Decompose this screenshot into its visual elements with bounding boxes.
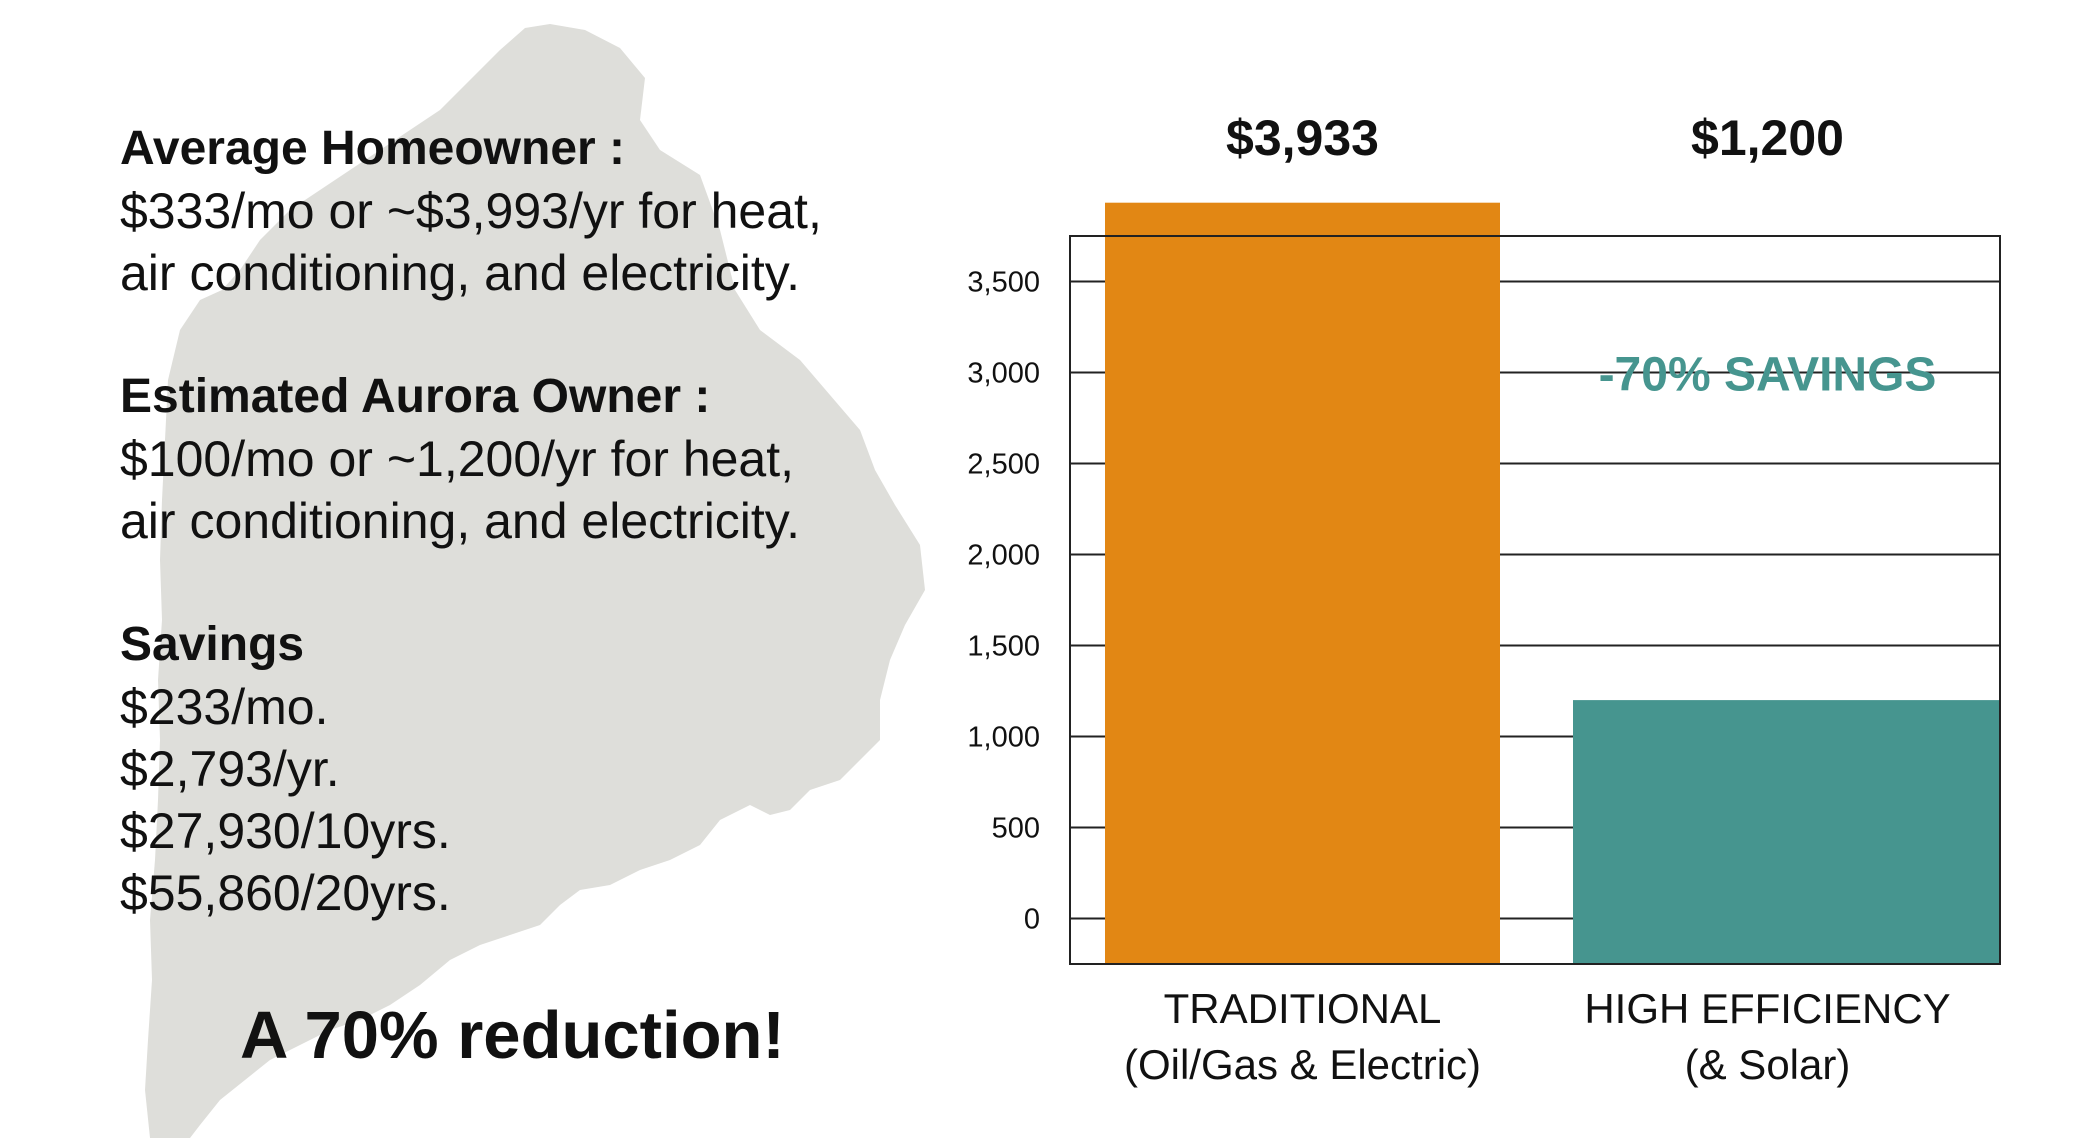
savings-heading: Savings [120, 618, 305, 671]
bar-traditional [1105, 202, 1500, 965]
savings-line-10yrs: $27,930/10yrs. [120, 803, 451, 859]
x-axis-category-label: (& Solar) [1685, 1041, 1851, 1088]
reduction-callout: A 70% reduction! [240, 998, 785, 1073]
y-axis-tick-label: 0 [1024, 904, 1040, 936]
data-label-traditional: $3,933 [1226, 110, 1379, 166]
plot-frame [1069, 235, 2001, 965]
savings-line-20yrs: $55,860/20yrs. [120, 865, 451, 921]
aurora-owner-block: Estimated Aurora Owner : $100/mo or ~1,2… [120, 366, 900, 552]
average-homeowner-line-2: air conditioning, and electricity. [120, 245, 800, 301]
savings-block: Savings $233/mo. $2,793/yr. $27,930/10yr… [120, 614, 900, 924]
savings-line-monthly: $233/mo. [120, 679, 329, 735]
average-homeowner-line-1: $333/mo or ~$3,993/yr for heat, [120, 183, 822, 239]
y-axis-tick-label: 500 [992, 813, 1040, 845]
average-homeowner-block: Average Homeowner : $333/mo or ~$3,993/y… [120, 118, 900, 304]
x-axis-category-label: (Oil/Gas & Electric) [1124, 1041, 1481, 1088]
data-label-high-efficiency: $1,200 [1691, 110, 1844, 166]
y-axis-tick-label: 1,000 [967, 722, 1040, 754]
maine-map-shape [145, 24, 925, 1138]
bar-high-efficiency [1573, 700, 2000, 964]
y-axis-tick-label: 3,500 [967, 267, 1040, 299]
aurora-owner-line-1: $100/mo or ~1,200/yr for heat, [120, 431, 795, 487]
y-axis-tick-label: 2,500 [967, 449, 1040, 481]
average-homeowner-heading: Average Homeowner : [120, 122, 626, 175]
savings-line-yearly: $2,793/yr. [120, 741, 340, 797]
x-axis-category-label: HIGH EFFICIENCY [1584, 985, 1950, 1032]
savings-annotation: -70% SAVINGS [1599, 349, 1937, 402]
x-axis-category-label: TRADITIONAL [1164, 985, 1442, 1032]
y-axis-tick-label: 1,500 [967, 631, 1040, 663]
aurora-owner-heading: Estimated Aurora Owner : [120, 370, 711, 423]
aurora-owner-line-2: air conditioning, and electricity. [120, 493, 800, 549]
y-axis-tick-label: 3,000 [967, 358, 1040, 390]
y-axis-tick-label: 2,000 [967, 540, 1040, 572]
